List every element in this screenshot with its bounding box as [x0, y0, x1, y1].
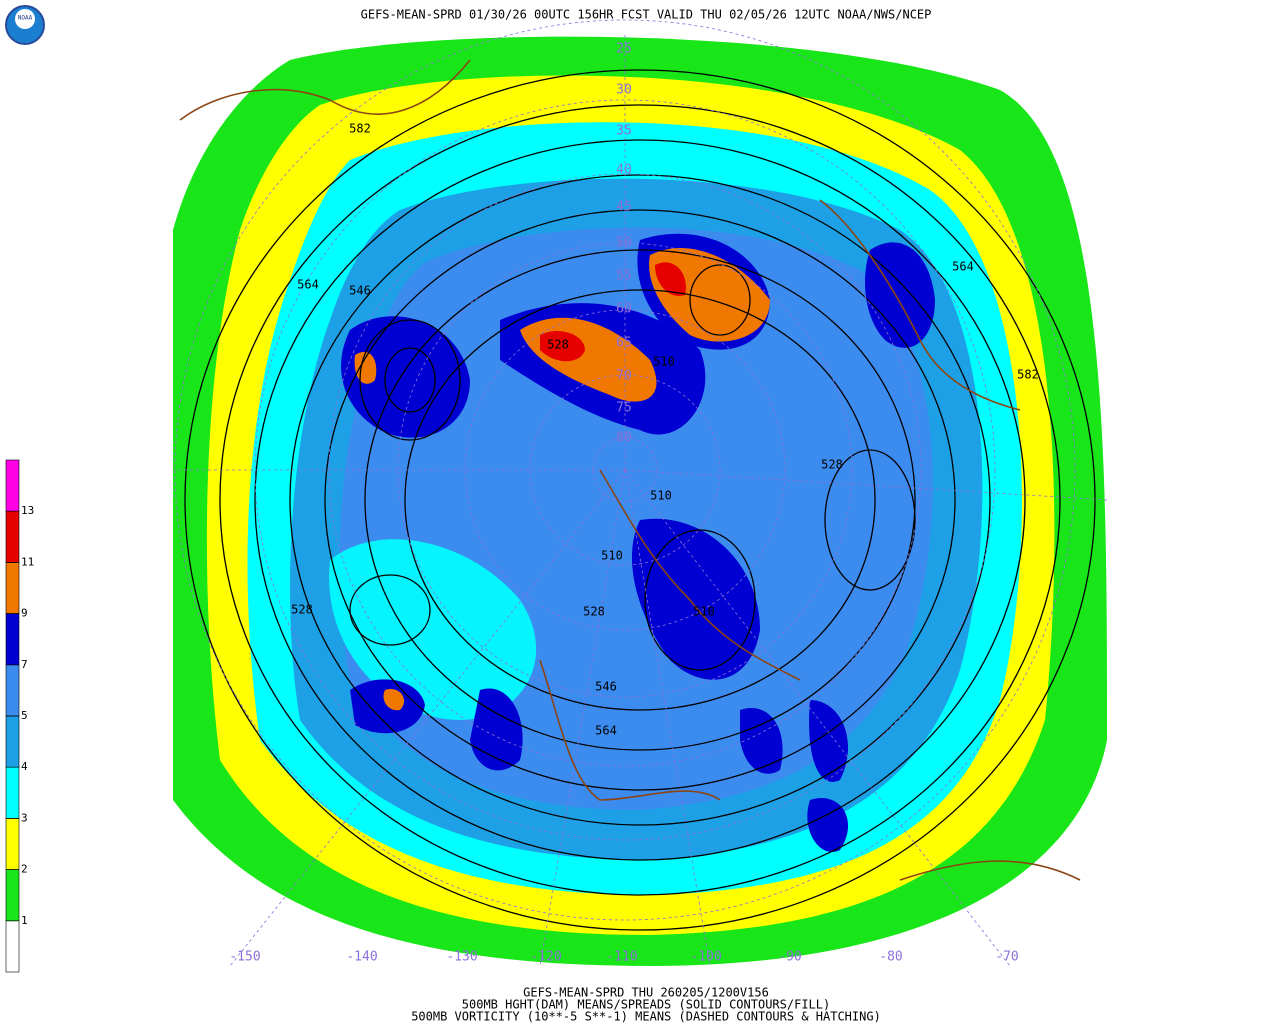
latitude-label: 60: [616, 302, 632, 317]
latitude-label: 75: [616, 401, 632, 416]
legend-swatch: [5, 818, 20, 870]
contour-label: 582: [1017, 368, 1039, 382]
longitude-label: -120: [530, 950, 561, 965]
contour-label: 528: [821, 458, 843, 472]
latitude-label: 25: [616, 42, 632, 57]
longitude-label: -130: [446, 950, 477, 965]
contour-label: 510: [650, 489, 672, 503]
legend-label: 5: [21, 709, 28, 722]
latitude-label: 55: [616, 269, 632, 284]
title: GEFS-MEAN-SPRD 01/30/26 00UTC 156HR FCST…: [361, 8, 932, 22]
longitude-label: -150: [229, 950, 260, 965]
contour-label: 546: [595, 680, 617, 694]
legend-label: 1: [21, 914, 28, 927]
legend-swatch: [5, 766, 20, 819]
footer-line: 500MB HGHT(DAM) MEANS/SPREADS (SOLID CON…: [462, 998, 830, 1012]
footer-line: GEFS-MEAN-SPRD THU 260205/1200V156: [523, 986, 769, 1000]
color-legend: 1 2 3 4 5 7 9 11 13: [5, 459, 34, 973]
contour-label: 510: [653, 355, 675, 369]
latitude-label: 35: [616, 124, 632, 139]
longitude-label: -90: [778, 950, 801, 965]
legend-swatch: [5, 562, 20, 614]
latitude-label: 70: [616, 369, 632, 384]
latitude-label: 50: [616, 236, 632, 251]
legend-swatch: [5, 664, 20, 717]
contour-label: 510: [601, 549, 623, 563]
legend-label: 11: [21, 555, 34, 568]
legend-label: 4: [21, 760, 28, 773]
legend-label: 3: [21, 811, 28, 824]
legend-swatch: [5, 920, 20, 973]
legend-swatch: [5, 613, 20, 666]
legend-swatch: [5, 510, 20, 563]
legend-swatch: [5, 869, 20, 922]
longitude-label: -100: [690, 950, 721, 965]
legend-label: 7: [21, 658, 28, 671]
latitude-label: 40: [616, 163, 632, 178]
footer-line: 500MB VORTICITY (10**-5 S**-1) MEANS (DA…: [411, 1010, 881, 1024]
latitude-label: 80: [616, 431, 632, 446]
legend-swatch: [5, 459, 20, 512]
contour-label: 510: [693, 605, 715, 619]
legend-label: 2: [21, 863, 28, 876]
longitude-label: -140: [346, 950, 377, 965]
longitude-labels: -150 -140 -130 -120 -110 -100 -90 -80 -70: [229, 950, 1018, 965]
contour-label: 546: [349, 284, 371, 298]
contour-label: 564: [952, 260, 974, 274]
longitude-label: -70: [995, 950, 1018, 965]
contour-label: 582: [349, 122, 371, 136]
contour-label: 564: [595, 724, 617, 738]
contour-label: 528: [547, 338, 569, 352]
longitude-label: -80: [879, 950, 902, 965]
map: 582 564 546 528 510 528 564 582 528 510 …: [173, 19, 1108, 967]
noaa-logo: NOAA: [5, 5, 45, 45]
latitude-label: 45: [616, 200, 632, 215]
legend-swatch: [5, 715, 20, 768]
contour-label: 564: [297, 278, 319, 292]
longitude-label: -110: [606, 950, 637, 965]
contour-label: 528: [583, 605, 605, 619]
legend-label: 9: [21, 607, 28, 620]
svg-text:NOAA: NOAA: [18, 15, 33, 22]
legend-label: 13: [21, 504, 34, 517]
latitude-label: 30: [616, 83, 632, 98]
latitude-label: 65: [616, 336, 632, 351]
contour-label: 528: [291, 603, 313, 617]
latitude-labels: 25 30 35 40 45 50 55 60 65 70 75 80: [616, 42, 632, 446]
